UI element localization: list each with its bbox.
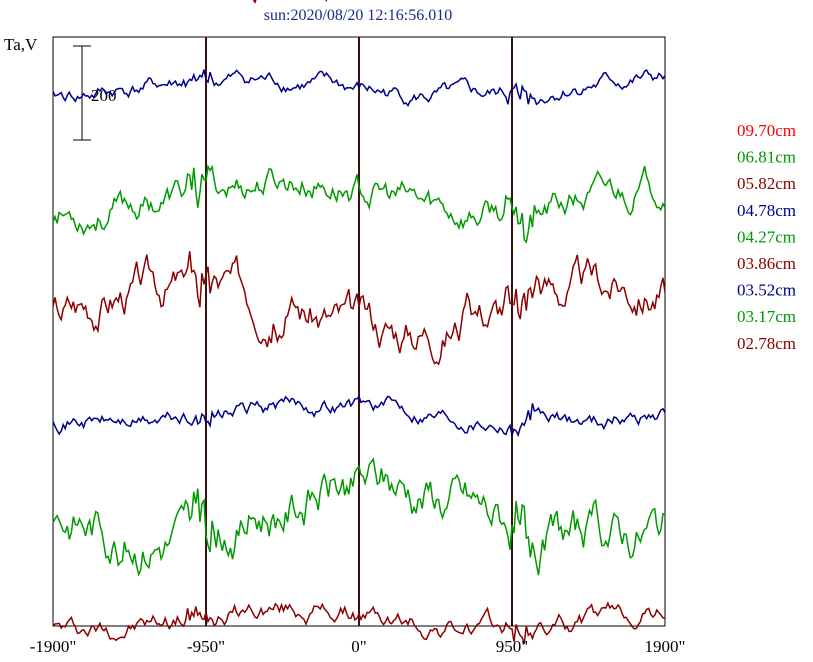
x-tick-label-3: 950" <box>496 637 528 656</box>
legend-entry-3: 04.78cm <box>737 201 796 220</box>
series-line-3 <box>52 69 666 108</box>
legend-entry-0: 09.70cm <box>737 121 796 140</box>
series-line-7 <box>52 457 666 577</box>
series-layer <box>52 0 666 645</box>
series-line-2 <box>252 0 328 4</box>
x-tick-label-0: -1900" <box>30 637 77 656</box>
legend-entry-5: 03.86cm <box>737 254 796 273</box>
x-tick-labels: -1900" -950" 0" 950" 1900" <box>30 637 686 656</box>
legend-entry-6: 03.52cm <box>737 281 796 300</box>
y-unit-label: Ta,V <box>4 35 38 54</box>
legend-entry-7: 03.17cm <box>737 307 796 326</box>
x-tick-label-2: 0" <box>351 637 366 656</box>
chart-title: sun:2020/08/20 12:16:56.010 <box>264 7 452 24</box>
series-line-8 <box>52 601 665 645</box>
x-tick-label-4: 1900" <box>645 637 686 656</box>
legend: 09.70cm 06.81cm 05.82cm 04.78cm 04.27cm 03.86… <box>737 121 796 353</box>
legend-entry-4: 04.27cm <box>737 227 796 246</box>
x-tick-label-1: -950" <box>187 637 225 656</box>
legend-entry-1: 06.81cm <box>737 148 796 167</box>
series-line-4 <box>52 164 666 244</box>
series-line-5 <box>52 251 666 366</box>
series-line-6 <box>52 394 666 438</box>
legend-entry-2: 05.82cm <box>737 174 796 193</box>
vertical-markers <box>205 37 513 626</box>
legend-entry-8: 02.78cm <box>737 334 796 353</box>
